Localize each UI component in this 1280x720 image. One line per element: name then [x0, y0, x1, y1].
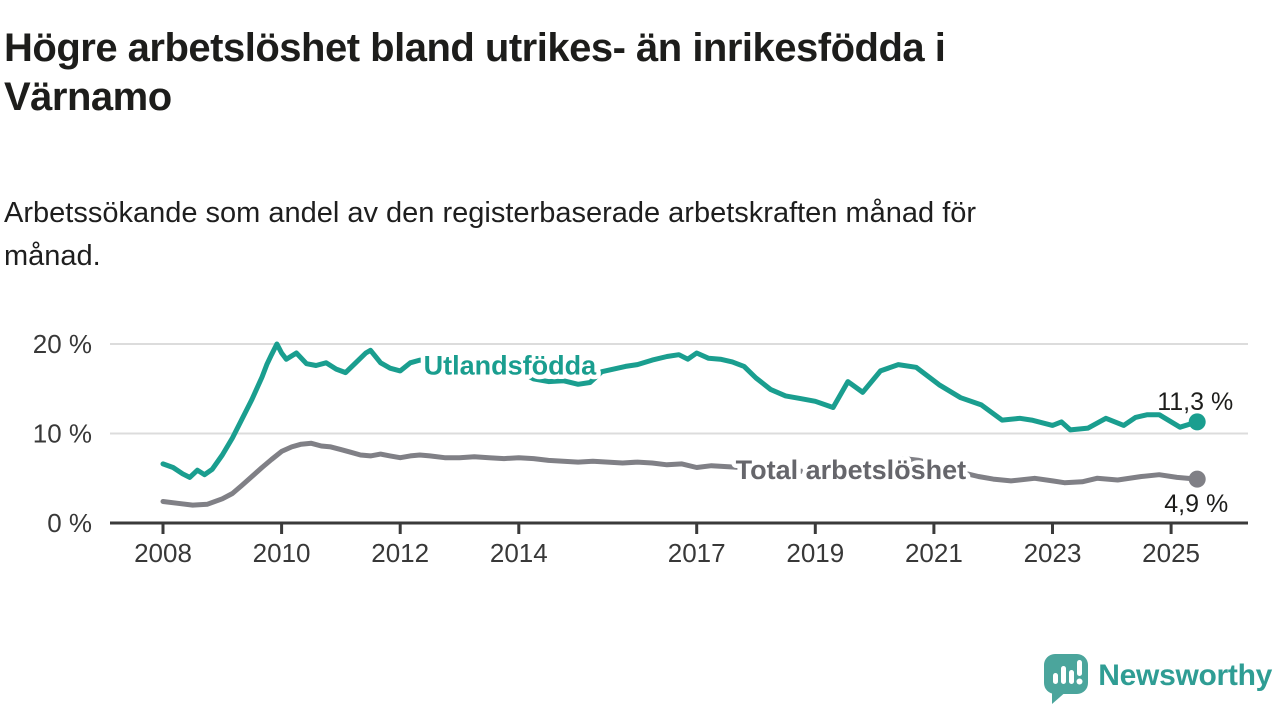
end-value-label-total-arbetsloshet: 4,9 %	[1164, 490, 1228, 518]
x-tick-label-2023: 2023	[1024, 538, 1082, 568]
x-tick-label-2025: 2025	[1142, 538, 1200, 568]
series-end-dot-utlandsfodda	[1188, 413, 1206, 431]
x-tick-label-2017: 2017	[668, 538, 726, 568]
y-tick-label-0: 0 %	[47, 508, 92, 538]
y-tick-label-20: 20 %	[33, 329, 92, 359]
x-tick-label-2014: 2014	[490, 538, 548, 568]
newsworthy-logo-text: Newsworthy	[1098, 659, 1272, 692]
x-tick-label-2010: 2010	[253, 538, 311, 568]
newsworthy-logo: Newsworthy	[1042, 646, 1272, 706]
x-tick-label-2021: 2021	[905, 538, 963, 568]
x-tick-label-2019: 2019	[786, 538, 844, 568]
series-line-total-arbetsloshet	[160, 440, 1200, 508]
x-tick-label-2012: 2012	[371, 538, 429, 568]
y-tick-label-10: 10 %	[33, 419, 92, 449]
page-subtitle: Arbetssökande som andel av den registerb…	[4, 197, 977, 272]
series-label-total-arbetsloshet: Total arbetslöshet	[736, 455, 967, 485]
series-label-utlandsfodda: Utlandsfödda	[424, 350, 597, 380]
x-tick-label-2008: 2008	[134, 538, 192, 568]
series-end-dot-total-arbetsloshet	[1188, 470, 1206, 488]
end-value-label-utlandsfodda: 11,3 %	[1157, 388, 1233, 416]
series-line-utlandsfodda	[160, 341, 1200, 480]
bar-chart-speech-bubble-icon	[1044, 654, 1089, 704]
page-title: Högre arbetslöshet bland utrikes- än inr…	[4, 26, 946, 119]
